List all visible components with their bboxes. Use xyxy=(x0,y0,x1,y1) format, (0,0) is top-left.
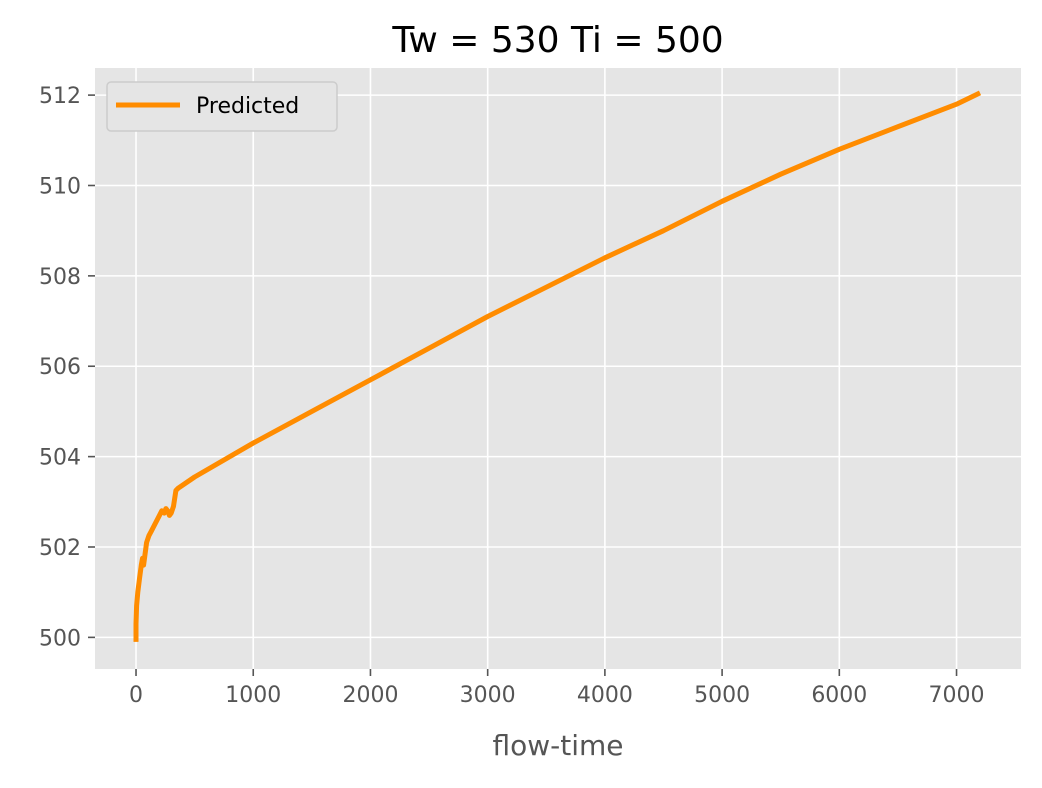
x-tick-label: 3000 xyxy=(460,683,516,708)
plot-background xyxy=(95,68,1021,669)
series-layer xyxy=(133,90,982,642)
legend: Predicted xyxy=(106,81,338,132)
x-tick-label: 6000 xyxy=(811,683,867,708)
y-tick-label: 506 xyxy=(39,355,81,380)
legend-label: Predicted xyxy=(196,94,299,119)
legend-box xyxy=(106,81,338,132)
y-tick-label: 500 xyxy=(39,626,81,651)
x-axis-label: flow-time xyxy=(492,729,623,762)
x-tick-label: 2000 xyxy=(342,683,398,708)
ticks: 0 1000 2000 3000 4000 5000 6000 7000 500 502 504 50… xyxy=(39,84,985,708)
series-line-predicted xyxy=(133,90,982,642)
x-tick-label: 5000 xyxy=(694,683,750,708)
y-tick-label: 504 xyxy=(39,446,81,471)
y-tick-label: 512 xyxy=(39,84,81,109)
x-tick-label: 0 xyxy=(129,683,143,708)
y-tick-label: 510 xyxy=(39,174,81,199)
chart-title: Tw = 530 Ti = 500 xyxy=(391,20,723,61)
x-tick-label: 4000 xyxy=(577,683,633,708)
grid xyxy=(95,68,1021,669)
y-tick-label: 502 xyxy=(39,536,81,561)
x-tick-label: 7000 xyxy=(929,683,985,708)
y-tick-label: 508 xyxy=(39,265,81,290)
x-tick-label: 1000 xyxy=(225,683,281,708)
